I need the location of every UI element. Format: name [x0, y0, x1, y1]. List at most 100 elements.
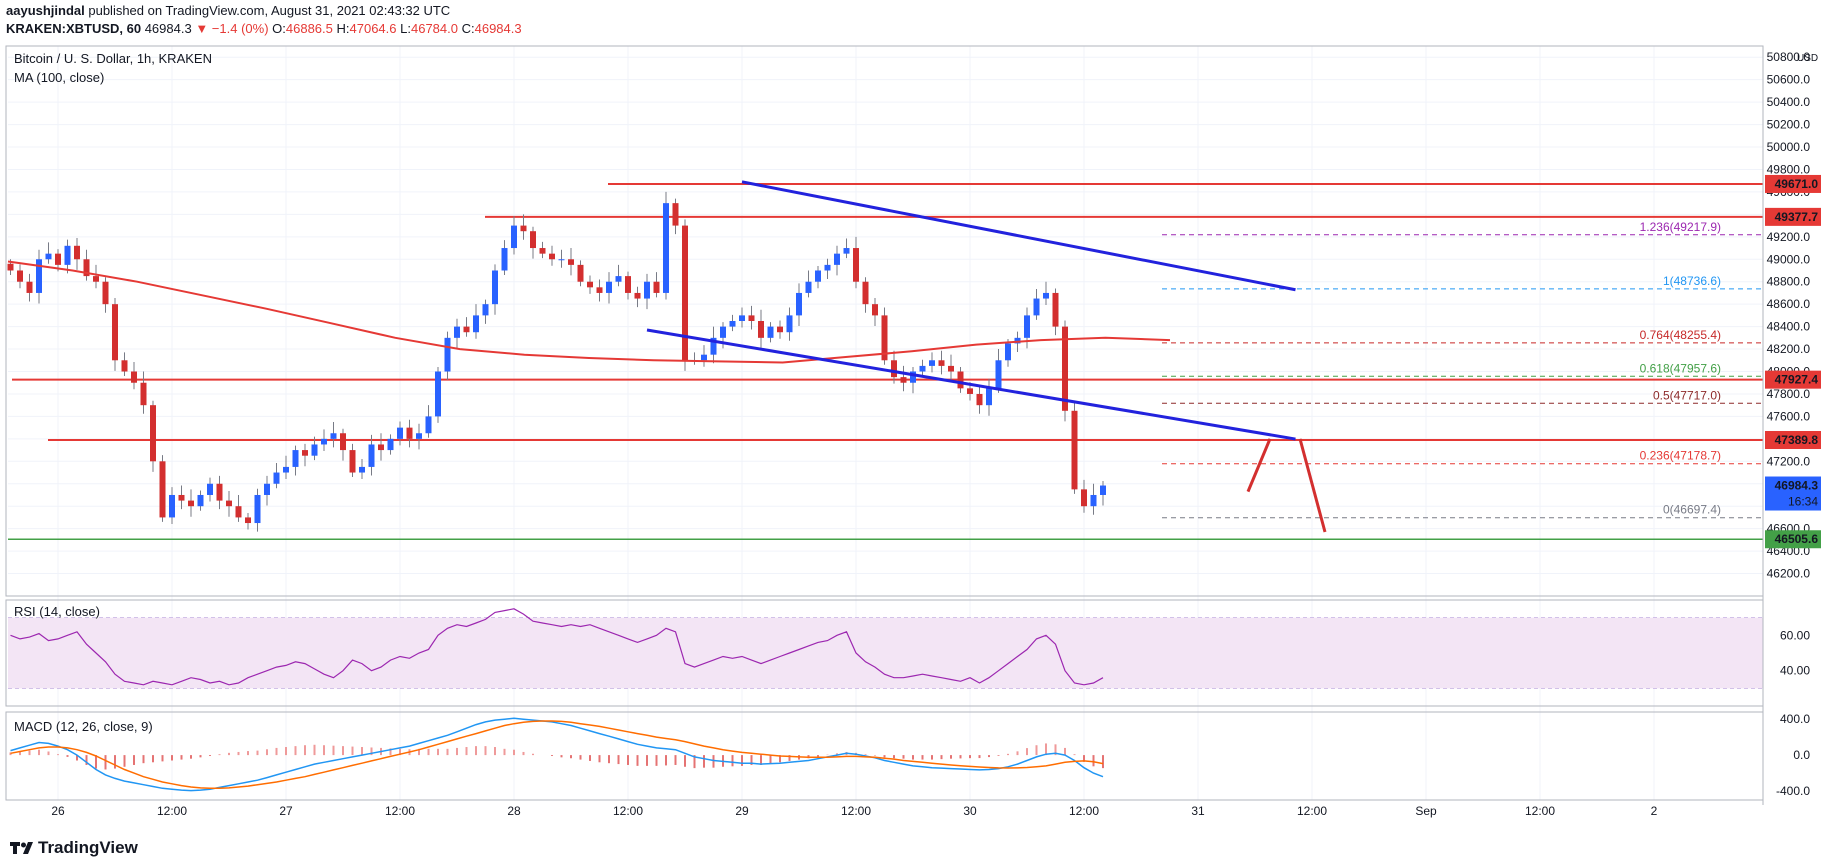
candle	[938, 360, 945, 366]
candle	[644, 281, 650, 299]
fib-label-1.236: 1.236(49217.9)	[1640, 220, 1721, 234]
candle	[311, 444, 318, 456]
macd-tick: -400.0	[1776, 784, 1810, 798]
candle	[625, 276, 631, 293]
candle	[1090, 494, 1097, 507]
panel-frames	[5, 45, 1764, 805]
time-axis[interactable]: 26 12:00 27 12:00 28 12:00 29 12:00 30 12:00 31 12:…	[51, 804, 1657, 818]
candle	[444, 337, 451, 372]
time-tick: Sep	[1415, 804, 1437, 818]
candle	[283, 466, 289, 473]
descending-channel[interactable]	[646, 180, 1296, 441]
price-axis[interactable]: 46200.046400.046600.046800.047000.047200…	[1765, 50, 1821, 798]
signal-line	[10, 720, 1104, 790]
price-tick: 48200.0	[1767, 342, 1811, 356]
candle	[273, 472, 280, 484]
candle	[1071, 410, 1078, 490]
candle	[216, 483, 223, 501]
price-tick: 50200.0	[1767, 118, 1811, 132]
candle	[739, 315, 745, 321]
candle	[995, 360, 1002, 389]
candle	[473, 315, 479, 333]
projection-arrows	[1246, 438, 1327, 533]
candle	[862, 281, 869, 305]
candles	[7, 191, 1106, 532]
macd-tick: 0.0	[1793, 748, 1810, 762]
candle	[986, 388, 992, 406]
candle	[83, 259, 90, 277]
candle	[416, 433, 422, 439]
candle	[463, 326, 470, 333]
rsi-tick: 40.00	[1780, 664, 1810, 678]
candle	[549, 253, 555, 260]
close-value: 46984.3	[474, 21, 522, 36]
support-price-label-bg	[1765, 530, 1821, 549]
candle	[729, 321, 736, 327]
countdown-label: 16:34	[1788, 495, 1818, 509]
price-tick: 50600.0	[1767, 73, 1811, 87]
candle	[454, 326, 460, 338]
open-value: 46886.5	[285, 21, 333, 36]
ma-100-line	[7, 260, 1171, 364]
time-tick: 28	[507, 804, 521, 818]
candle	[64, 245, 71, 265]
time-tick: 12:00	[613, 804, 643, 818]
candle	[482, 304, 489, 316]
candle	[112, 304, 118, 361]
candle	[359, 466, 365, 473]
candle	[1052, 292, 1059, 327]
time-tick: 31	[1191, 804, 1205, 818]
high-label: H:	[336, 21, 350, 36]
symbol-ohlc-bar: KRAKEN:XBTUSD, 60 46984.3 ▼ −1.4 (0%) O:…	[6, 21, 522, 39]
time-tick: 12:00	[841, 804, 871, 818]
candle	[824, 264, 831, 271]
candle	[36, 259, 42, 293]
high-value: 47064.6	[349, 21, 397, 36]
candle	[406, 427, 413, 439]
candle	[207, 483, 213, 495]
time-tick: 2	[1651, 804, 1658, 818]
candle	[292, 450, 299, 467]
price-tick: 49200.0	[1767, 230, 1811, 244]
candle	[121, 360, 128, 372]
low-value: 46784.0	[410, 21, 458, 36]
open-label: O:	[272, 21, 286, 36]
fib-label-0.236: 0.236(47178.7)	[1640, 449, 1721, 463]
time-tick: 26	[51, 804, 65, 818]
candle	[492, 270, 498, 305]
price-tick: 50400.0	[1767, 95, 1811, 109]
fibonacci-levels: 1.236(49217.9) 1(48736.6) 0.764(48255.4) 0.…	[1162, 220, 1763, 519]
candle	[254, 494, 261, 524]
candle	[843, 248, 850, 254]
candle	[948, 365, 954, 372]
candle	[501, 248, 508, 271]
fib-label-0.618: 0.618(47957.6)	[1640, 361, 1721, 375]
candle	[178, 494, 185, 501]
candle	[7, 263, 14, 271]
candle	[777, 326, 783, 333]
tradingview-logo[interactable]: TradingView	[8, 838, 138, 858]
rsi-band	[8, 617, 1763, 689]
rsi-label: RSI (14, close)	[14, 604, 100, 619]
brand-name: TradingView	[38, 838, 138, 857]
price-tick: 48400.0	[1767, 320, 1811, 334]
candle	[302, 450, 308, 456]
level-price-label-bg	[1765, 431, 1821, 450]
candle	[900, 377, 907, 383]
projection-down	[1298, 438, 1327, 533]
channel-lower-line	[646, 328, 1296, 441]
candle	[55, 253, 61, 265]
price-tick: 47600.0	[1767, 409, 1811, 423]
ma-indicator-label: MA (100, close)	[14, 70, 104, 85]
fib-label-0.5: 0.5(47717.0)	[1653, 388, 1721, 402]
level-price-label-bg	[1765, 174, 1821, 193]
author-name[interactable]: aayushjindal	[6, 3, 85, 18]
macd-tick: 400.0	[1780, 712, 1810, 726]
candle	[967, 388, 973, 394]
candle	[1043, 292, 1049, 299]
candle	[378, 444, 384, 451]
support-price-label: 46505.6	[1775, 532, 1819, 546]
candle	[1014, 337, 1021, 344]
time-tick: 27	[279, 804, 293, 818]
